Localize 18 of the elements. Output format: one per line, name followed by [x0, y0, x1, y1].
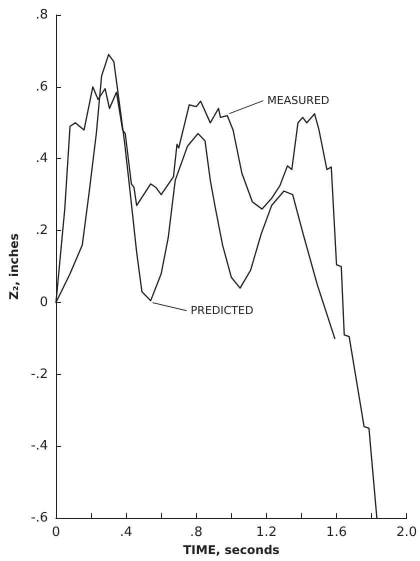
annotation: MEASURED [267, 94, 330, 108]
y-tick-label: .2 [36, 223, 48, 238]
y-tick-label: -.6 [30, 510, 48, 526]
y-tick-label: .8 [36, 8, 48, 22]
x-tick-label: 1.6 [326, 525, 347, 540]
x-tick-label: 2.0 [396, 525, 418, 540]
x-tick-label: 0 [52, 525, 60, 540]
x-tick-label: .8 [190, 525, 202, 540]
y-tick-label: .4 [36, 151, 48, 166]
y-tick-label: 0 [40, 294, 48, 310]
y-tick-label: .6 [36, 79, 48, 94]
x-tick-label: 1.2 [256, 525, 277, 540]
y-axis-title: Z₂, inches [7, 233, 21, 300]
x-axis-title: TIME, seconds [183, 543, 280, 557]
y-tick-label: -.2 [30, 366, 48, 382]
x-tick-label: .4 [120, 525, 132, 540]
annotation: PREDICTED [190, 304, 254, 318]
y-tick-label: -.4 [30, 438, 48, 454]
